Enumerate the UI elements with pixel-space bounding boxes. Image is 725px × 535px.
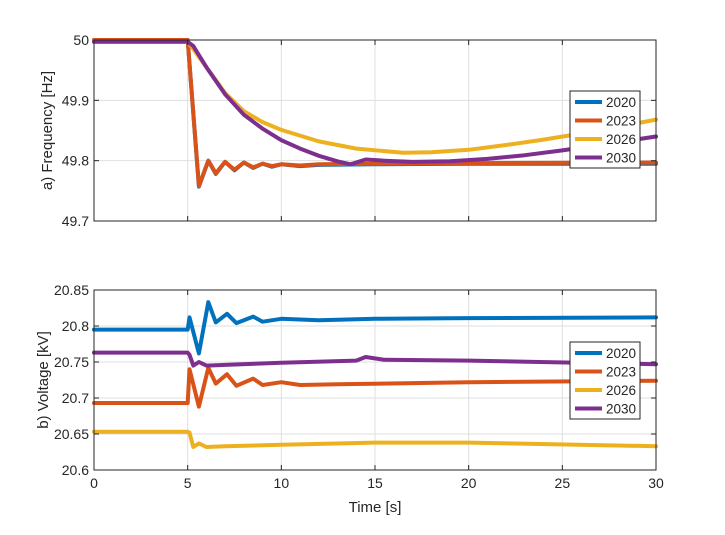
x-tick-label: 5 — [184, 475, 192, 491]
x-tick-label: 10 — [274, 475, 290, 491]
y-axis-label: b) Voltage [kV] — [35, 331, 52, 429]
series-line-2023 — [92, 365, 658, 409]
series-line-2030 — [92, 350, 658, 368]
legend-label-2020: 2020 — [606, 346, 636, 361]
y-tick-label: 20.85 — [54, 282, 89, 298]
series-line-2020 — [92, 300, 658, 356]
legend-label-2023: 2023 — [606, 365, 636, 380]
y-tick-label: 49.8 — [62, 153, 89, 169]
legend-label-2026: 2026 — [606, 132, 636, 147]
y-tick-label: 20.6 — [62, 462, 89, 478]
x-tick-label: 30 — [648, 475, 664, 491]
y-tick-label: 49.9 — [62, 92, 89, 108]
axes-voltage: 0 5 10 15 20 25 30 20.6 20.65 20.7 20.75 20.8 20.85 b… — [35, 282, 664, 516]
y-tick-label: 50 — [73, 32, 89, 48]
legend-label-2030: 2030 — [606, 402, 636, 417]
legend-label-2020: 2020 — [606, 95, 636, 110]
x-tick-label: 25 — [555, 475, 571, 491]
y-tick-label: 20.75 — [54, 354, 89, 370]
legend: 2020 2023 2026 2030 — [569, 90, 641, 169]
y-tick-label: 20.8 — [62, 318, 89, 334]
legend-label-2030: 2030 — [606, 151, 636, 166]
x-tick-label: 15 — [367, 475, 383, 491]
x-tick-label: 0 — [90, 475, 98, 491]
y-tick-label: 49.7 — [62, 213, 89, 229]
x-tick-label: 20 — [461, 475, 477, 491]
series-line-2026 — [92, 429, 658, 449]
y-axis-label: a) Frequency [Hz] — [39, 71, 56, 190]
legend-label-2023: 2023 — [606, 114, 636, 129]
y-tick-label: 20.7 — [62, 390, 89, 406]
legend: 2020 2023 2026 2030 — [569, 341, 641, 420]
legend-label-2026: 2026 — [606, 383, 636, 398]
series-line-2030 — [92, 39, 658, 167]
y-tick-label: 20.65 — [54, 426, 89, 442]
x-axis-label: Time [s] — [349, 499, 402, 516]
series-line-2023 — [92, 38, 658, 188]
